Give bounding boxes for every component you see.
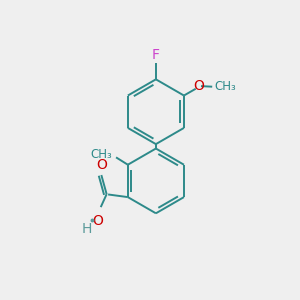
Text: CH₃: CH₃ bbox=[91, 148, 112, 161]
Text: CH₃: CH₃ bbox=[214, 80, 236, 93]
Text: F: F bbox=[152, 48, 160, 62]
Text: H: H bbox=[81, 222, 92, 236]
Text: O: O bbox=[92, 214, 103, 228]
Text: O: O bbox=[193, 79, 204, 93]
Text: O: O bbox=[96, 158, 107, 172]
